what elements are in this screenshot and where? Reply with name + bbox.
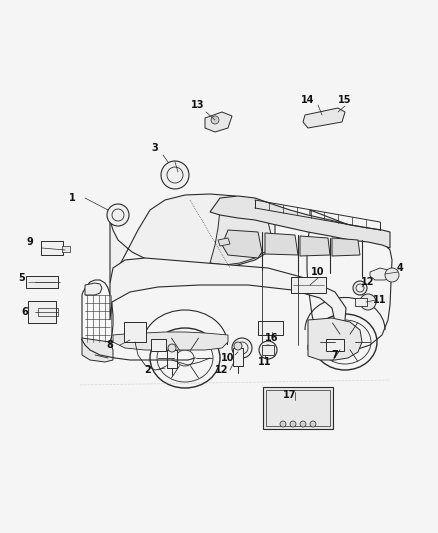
Text: 8: 8 <box>106 340 113 350</box>
Text: 10: 10 <box>221 353 235 363</box>
Text: 1: 1 <box>69 193 75 203</box>
Text: 16: 16 <box>265 333 279 343</box>
Bar <box>41 241 63 255</box>
Bar <box>266 390 330 426</box>
Bar <box>62 246 70 252</box>
Text: 5: 5 <box>19 273 25 283</box>
Circle shape <box>211 116 219 124</box>
Text: 9: 9 <box>27 237 33 247</box>
Text: 10: 10 <box>311 267 325 277</box>
Polygon shape <box>205 112 232 132</box>
Text: 11: 11 <box>373 295 387 305</box>
Bar <box>28 301 56 323</box>
Circle shape <box>107 204 129 226</box>
Text: 7: 7 <box>332 350 339 360</box>
Bar <box>151 339 166 351</box>
Bar <box>258 321 283 335</box>
Polygon shape <box>332 238 360 256</box>
Text: 3: 3 <box>152 143 159 153</box>
Circle shape <box>232 338 252 358</box>
Circle shape <box>310 421 316 427</box>
Text: 17: 17 <box>283 390 297 400</box>
Polygon shape <box>303 108 345 128</box>
Circle shape <box>385 268 399 282</box>
Polygon shape <box>300 236 330 256</box>
Polygon shape <box>218 238 230 246</box>
Bar <box>326 339 344 351</box>
Text: 14: 14 <box>301 95 315 105</box>
Polygon shape <box>370 268 390 280</box>
Text: 15: 15 <box>338 95 352 105</box>
Polygon shape <box>210 205 272 265</box>
Bar <box>167 350 177 368</box>
Polygon shape <box>265 233 298 255</box>
Polygon shape <box>210 196 390 248</box>
Text: 13: 13 <box>191 100 205 110</box>
Polygon shape <box>113 332 228 350</box>
Bar <box>124 322 146 342</box>
Circle shape <box>234 342 242 350</box>
Text: 12: 12 <box>215 365 229 375</box>
Polygon shape <box>222 230 262 258</box>
Bar <box>355 298 367 306</box>
Text: 4: 4 <box>397 263 403 273</box>
Bar <box>38 308 58 316</box>
Circle shape <box>161 161 189 189</box>
Bar <box>26 276 58 288</box>
Circle shape <box>353 281 367 295</box>
Polygon shape <box>308 318 362 360</box>
Bar <box>233 348 243 366</box>
Polygon shape <box>110 194 275 283</box>
Text: 12: 12 <box>361 277 375 287</box>
Circle shape <box>290 421 296 427</box>
Circle shape <box>300 421 306 427</box>
Circle shape <box>360 294 376 310</box>
Text: 2: 2 <box>145 365 152 375</box>
Circle shape <box>259 341 277 359</box>
Polygon shape <box>82 338 113 362</box>
Circle shape <box>280 421 286 427</box>
Polygon shape <box>85 283 102 295</box>
Bar <box>290 277 325 293</box>
Text: 6: 6 <box>21 307 28 317</box>
Bar <box>262 345 274 355</box>
Polygon shape <box>82 280 113 353</box>
Text: 11: 11 <box>258 357 272 367</box>
Polygon shape <box>110 258 346 350</box>
Circle shape <box>168 344 176 352</box>
Bar <box>263 387 333 429</box>
